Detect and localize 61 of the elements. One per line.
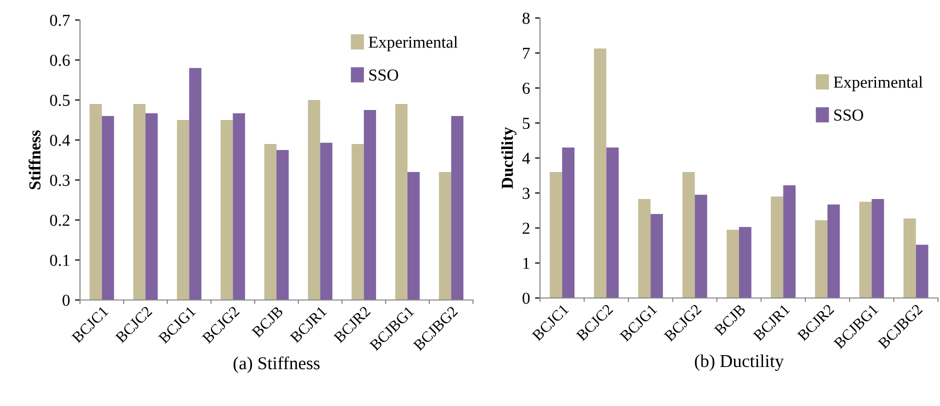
x-axis-title: (a) Stiffness [234, 356, 320, 374]
y-tick-label: 7 [523, 48, 530, 59]
bar [308, 100, 320, 300]
y-tick-label: 6 [522, 82, 530, 94]
bar [916, 244, 928, 298]
y-tick-label: 5 [522, 118, 530, 129]
bar [232, 113, 246, 300]
y-tick-label: 0.2 [50, 214, 70, 226]
bar [694, 194, 708, 298]
y-tick-label: 3 [522, 188, 530, 199]
legend-label: SSO [369, 70, 398, 81]
legend-label: Experimental [834, 76, 923, 92]
bar [682, 172, 695, 298]
bar [352, 144, 364, 300]
legend-label: SSO [834, 110, 864, 121]
bar [815, 220, 828, 298]
bar [438, 172, 452, 300]
bar [783, 185, 796, 298]
bar [594, 48, 606, 298]
bar [451, 116, 464, 300]
y-axis-title: Stiffness [28, 130, 41, 190]
bar [770, 196, 784, 298]
bar [189, 68, 202, 300]
bar [638, 198, 651, 298]
bar [276, 150, 289, 300]
bar [904, 218, 916, 298]
bar [90, 104, 102, 300]
y-tick-label: 0.3 [50, 174, 70, 186]
bar [726, 230, 739, 298]
x-axis-title: (b) Ductility [694, 354, 784, 371]
bar [395, 104, 408, 300]
legend-label: Experimental [368, 36, 458, 52]
bar [872, 198, 884, 298]
y-tick-label: 2 [522, 222, 530, 234]
y-tick-label: 0.4 [50, 134, 70, 146]
bar [650, 214, 663, 298]
y-tick-label: 0.7 [50, 14, 70, 26]
y-tick-label: 0.1 [50, 254, 70, 266]
bar [550, 172, 562, 298]
y-tick-label: 0.5 [50, 94, 70, 106]
y-tick-label: 0.6 [50, 54, 70, 66]
bar [102, 116, 114, 300]
bar [827, 204, 840, 298]
y-tick-label: 8 [522, 12, 530, 24]
bar [364, 110, 376, 300]
bar [146, 113, 158, 300]
bar [606, 148, 619, 298]
bar [176, 120, 190, 300]
bar [562, 148, 574, 298]
y-tick-label: 0 [62, 294, 70, 306]
y-tick-label: 4 [522, 152, 530, 164]
bar [859, 202, 872, 298]
y-axis-title: Ductility [501, 127, 516, 189]
y-tick-label: 1 [523, 258, 530, 269]
bar [264, 144, 276, 300]
bar [133, 104, 146, 300]
bar [320, 142, 332, 300]
bar [220, 120, 233, 300]
y-tick-label: 0 [522, 292, 530, 304]
bar [408, 172, 420, 300]
bar [739, 226, 752, 298]
